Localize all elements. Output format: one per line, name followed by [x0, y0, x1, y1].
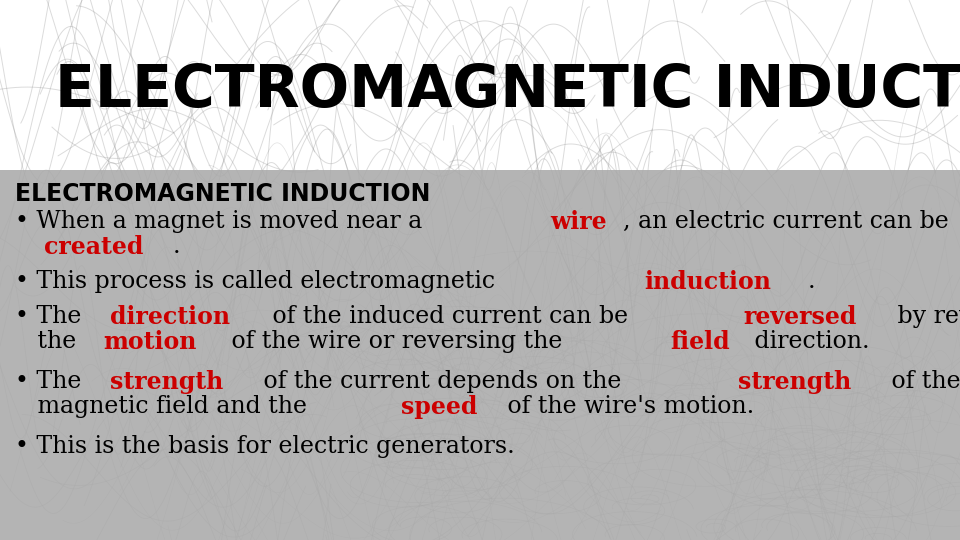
Text: created: created — [44, 235, 143, 259]
Text: • The: • The — [15, 305, 89, 328]
Text: .: . — [172, 235, 180, 258]
Text: field: field — [670, 330, 731, 354]
Text: wire: wire — [550, 210, 607, 234]
Text: • When a magnet is moved near a: • When a magnet is moved near a — [15, 210, 430, 233]
Text: • This is the basis for electric generators.: • This is the basis for electric generat… — [15, 435, 515, 458]
Text: direction.: direction. — [748, 330, 870, 353]
Text: , an electric current can be: , an electric current can be — [623, 210, 949, 233]
Text: magnetic field and the: magnetic field and the — [15, 395, 315, 418]
Text: of the wire's motion.: of the wire's motion. — [500, 395, 755, 418]
Text: of the: of the — [884, 370, 960, 393]
Text: of the current depends on the: of the current depends on the — [256, 370, 630, 393]
FancyBboxPatch shape — [0, 170, 960, 540]
Text: the: the — [15, 330, 84, 353]
Text: ELECTROMAGNETIC INDUCTION: ELECTROMAGNETIC INDUCTION — [55, 62, 960, 118]
Text: of the induced current can be: of the induced current can be — [265, 305, 636, 328]
Text: reversed: reversed — [743, 305, 856, 329]
Text: ELECTROMAGNETIC INDUCTION: ELECTROMAGNETIC INDUCTION — [15, 182, 430, 206]
Text: speed: speed — [401, 395, 478, 419]
Text: direction: direction — [110, 305, 230, 329]
Text: strength: strength — [737, 370, 851, 394]
Text: .: . — [807, 270, 815, 293]
Text: • The: • The — [15, 370, 89, 393]
Text: by reversing: by reversing — [890, 305, 960, 328]
Text: • This process is called electromagnetic: • This process is called electromagnetic — [15, 270, 502, 293]
Text: induction: induction — [644, 270, 771, 294]
Text: motion: motion — [104, 330, 197, 354]
Text: strength: strength — [110, 370, 224, 394]
Text: of the wire or reversing the: of the wire or reversing the — [225, 330, 570, 353]
